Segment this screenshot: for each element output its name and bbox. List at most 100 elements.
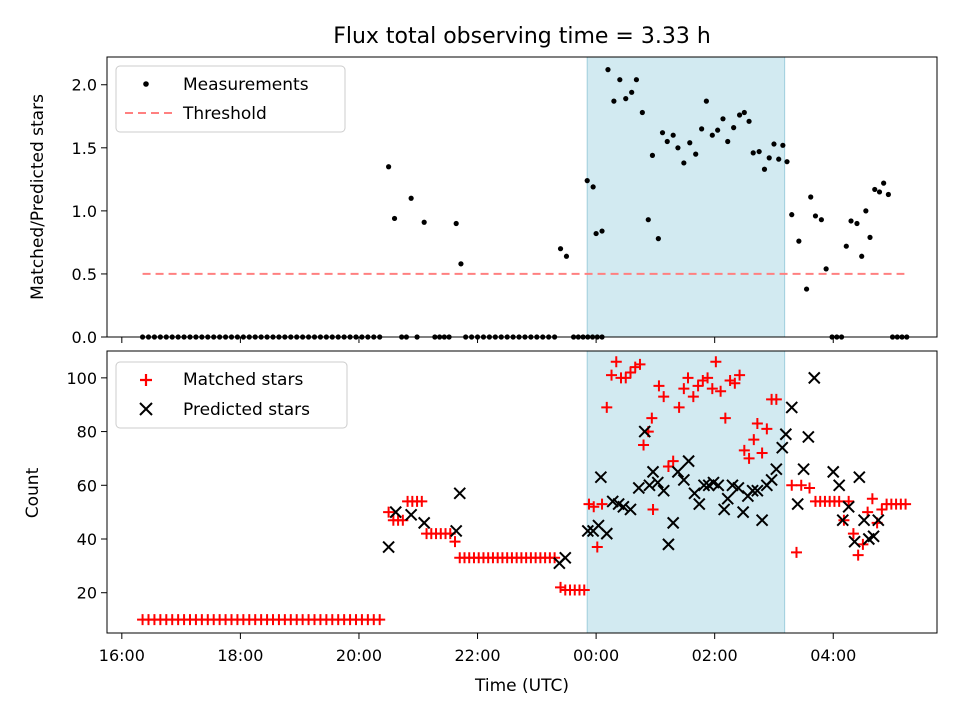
measurement-point [780, 142, 786, 148]
matched-star-point [790, 546, 802, 558]
predicted-star-point [848, 535, 861, 548]
measurement-point [843, 243, 849, 249]
matched-star-point [610, 356, 622, 368]
predicted-stars-series [382, 371, 885, 570]
predicted-star-point [449, 524, 463, 538]
measurement-point [885, 191, 891, 198]
predicted-star-point [872, 513, 885, 527]
count-axis-ticks: 20 40 60 80 100 16:00 18:00 20:00 22:00 00:00 02:0… [66, 369, 856, 665]
predicted-star-point [688, 487, 701, 500]
matched-star-point [653, 380, 665, 392]
matched-star-point [662, 460, 674, 472]
predicted-star-point [643, 479, 656, 492]
predicted-star-point [808, 371, 821, 385]
predicted-star-point [746, 484, 759, 497]
measurement-point [703, 98, 709, 104]
matched-star-point [833, 495, 845, 507]
matched-star-point [588, 501, 600, 513]
predicted-star-point [382, 540, 395, 554]
predicted-star-point [617, 500, 630, 513]
measurement-point [421, 219, 427, 225]
measurement-point [789, 212, 795, 218]
predicted-star-point [632, 481, 646, 495]
measurement-point [659, 130, 666, 136]
measurement-point [859, 253, 865, 259]
predicted-star-point [646, 465, 660, 479]
matched-star-point [682, 372, 694, 384]
measurement-point [867, 234, 873, 240]
y-tick-label: 0.0 [72, 328, 97, 347]
measurement-point [687, 140, 693, 146]
predicted-star-point [857, 513, 871, 527]
x-tick-label: 04:00 [810, 646, 856, 665]
y-tick-label: 1.0 [72, 202, 97, 221]
predicted-star-point [662, 538, 675, 551]
predicted-star-point [677, 473, 691, 487]
measurement-point [872, 186, 878, 193]
measurement-point [593, 230, 599, 237]
matched-star-point [620, 372, 632, 384]
predicted-star-point [600, 527, 613, 540]
matched-star-point [591, 541, 603, 553]
matched-star-point [843, 495, 855, 507]
measurement-point [848, 218, 854, 224]
predicted-star-point [717, 503, 731, 516]
matched-star-point [596, 498, 608, 510]
matched-star-point [658, 391, 670, 403]
measurement-point [557, 246, 564, 252]
x-tick-label: 16:00 [99, 646, 145, 665]
predicted-star-point [693, 497, 706, 511]
matched-star-point [678, 383, 690, 395]
y-tick-label: 40 [77, 530, 97, 549]
predicted-star-point [594, 471, 608, 484]
predicted-star-point [651, 476, 664, 489]
measurement-point [803, 286, 810, 292]
matched-star-point [624, 366, 636, 378]
legend-predicted-marker [139, 402, 153, 416]
matched-star-point [876, 503, 888, 515]
predicted-star-point [832, 479, 846, 492]
matched-star-point [748, 434, 760, 446]
measurement-point [633, 77, 640, 83]
legend-threshold-label: Threshold [182, 104, 267, 124]
matched-star-point [866, 493, 878, 505]
matched-star-point [601, 401, 613, 413]
measurement-point [881, 180, 887, 186]
predicted-star-point [751, 484, 764, 497]
matched-star-point [847, 528, 859, 540]
y-tick-label: 60 [77, 476, 97, 495]
y-tick-label: 1.5 [72, 139, 97, 158]
matched-star-point [756, 447, 768, 459]
measurement-point [408, 195, 414, 201]
x-tick-label: 02:00 [692, 646, 738, 665]
measurement-point [623, 96, 629, 102]
measurement-point [796, 238, 802, 244]
measurement-point [386, 164, 392, 170]
matched-star-point [647, 503, 659, 515]
time-x-axis-label: Time (UTC) [474, 676, 569, 696]
measurement-point [670, 132, 676, 138]
matched-star-point [743, 452, 755, 464]
measurement-point [675, 145, 681, 151]
predicted-star-point [853, 471, 866, 484]
predicted-star-point [755, 513, 769, 527]
predicted-star-point [776, 441, 789, 454]
matched-star-point [710, 356, 722, 368]
x-tick-label: 20:00 [336, 646, 382, 665]
legend-measurements-label: Measurements [183, 75, 309, 95]
predicted-star-point [827, 465, 840, 479]
predicted-star-point [836, 513, 849, 527]
measurement-point [731, 125, 737, 131]
matched-star-point [646, 412, 658, 424]
matched-star-point [804, 482, 816, 494]
measurement-point [453, 220, 459, 227]
predicted-star-point [721, 492, 734, 505]
matched-star-point [795, 479, 807, 491]
matched-star-point [374, 614, 386, 626]
measurement-point [693, 151, 699, 157]
measurement-point [823, 266, 829, 272]
predicted-star-point [765, 473, 778, 487]
predicted-star-point [404, 508, 418, 522]
predicted-star-point [657, 484, 670, 497]
chart-title: Flux total observing time = 3.33 h [333, 24, 711, 49]
